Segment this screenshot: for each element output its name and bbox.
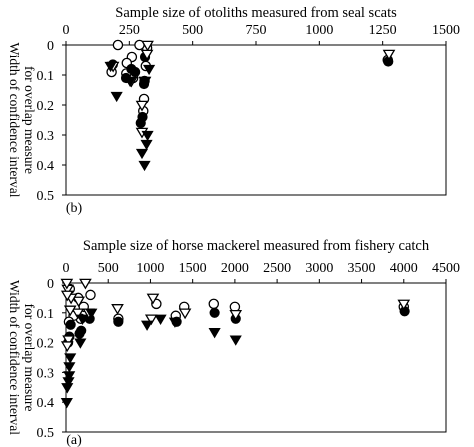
x-tick-label: 500: [98, 261, 119, 276]
data-point-filled-triangle-3-9: [63, 362, 76, 373]
panel-b: 0 250 500 750 1000 1250 1500 0 0.1 0.2 0.3 0.4 0.5 Sa…: [7, 5, 460, 216]
x-tick-label: 2500: [263, 261, 291, 276]
data-point-filled-circle-1-5: [126, 63, 137, 75]
y-tick-label: 0.4: [37, 396, 55, 411]
x-axis-title: Sample size of horse mackerel measured f…: [83, 238, 430, 254]
data-point-filled-triangle-3-1: [138, 76, 151, 88]
data-point-filled-triangle-3-10: [63, 371, 76, 382]
x-tick-label: 3000: [305, 261, 333, 276]
data-point-open-circle-0-2: [208, 298, 220, 310]
y-tick-label: 0.1: [37, 69, 55, 84]
y-tick-label: 0.3: [37, 366, 55, 381]
x-tick-label: 1500: [179, 261, 207, 276]
data-point-open-triangle-2-5: [111, 304, 124, 315]
y-tick-label: 0.2: [37, 99, 55, 114]
data-point-filled-triangle-3-7: [74, 338, 87, 349]
data-point-open-triangle-2-14: [60, 290, 74, 302]
data-point-open-triangle-2-9: [71, 308, 85, 320]
x-tick-label: 1000: [136, 261, 164, 276]
data-point-open-circle-0-10: [112, 39, 124, 51]
data-point-open-triangle-2-7: [382, 49, 396, 61]
data-point-open-triangle-2-8: [72, 296, 86, 308]
data-point-open-triangle-2-3: [135, 100, 149, 112]
data-point-filled-triangle-3-13: [60, 398, 73, 409]
data-point-filled-triangle-3-7: [124, 76, 137, 88]
y-axis-title-line-1: Width of confidence interval: [7, 42, 22, 197]
y-tick-label: 0: [47, 277, 54, 292]
data-point-filled-circle-1-4: [113, 316, 124, 327]
x-axis-title: Sample size of otoliths measured from se…: [115, 5, 397, 21]
data-point-filled-triangle-3-4: [140, 320, 154, 331]
data-point-filled-triangle-3-2: [168, 317, 182, 328]
data-point-open-triangle-2-11: [63, 305, 77, 317]
x-tick-label: 4500: [432, 261, 460, 276]
data-point-filled-triangle-3-5: [138, 160, 151, 172]
y-tick-label: 0: [47, 39, 54, 54]
data-point-filled-triangle-3-1: [208, 328, 221, 339]
y-tick-label: 0.4: [37, 159, 55, 174]
data-point-open-triangle-2-12: [62, 335, 75, 347]
x-tick-label: 500: [182, 23, 203, 38]
data-point-filled-triangle-3-6: [110, 91, 123, 103]
data-point-filled-triangle-3-3: [140, 139, 153, 151]
data-point-filled-circle-1-7: [74, 328, 85, 339]
x-tick-label: 0: [63, 261, 70, 276]
y-tick-label: 0.3: [37, 129, 55, 144]
y-axis-title-line-2: for overlap measure: [22, 66, 37, 174]
data-point-filled-triangle-3-11: [62, 377, 75, 388]
data-point-open-triangle-2-1: [140, 49, 154, 61]
data-point-open-triangle-2-15: [60, 341, 74, 353]
x-tick-label: 1250: [369, 23, 397, 38]
y-tick-label: 0.5: [37, 426, 55, 441]
data-point-filled-triangle-3-8: [64, 353, 77, 364]
y-tick-label: 0.1: [37, 307, 55, 322]
data-point-filled-triangle-3-0: [143, 64, 156, 76]
data-point-filled-triangle-3-6: [76, 314, 89, 325]
y-tick-label: 0.5: [37, 189, 55, 204]
data-point-filled-circle-1-2: [209, 307, 220, 318]
data-point-filled-triangle-3-8: [104, 61, 117, 73]
x-tick-label: 750: [246, 23, 267, 38]
x-tick-label: 250: [119, 23, 140, 38]
data-point-open-triangle-2-2: [178, 308, 192, 320]
data-point-filled-triangle-3-5: [85, 308, 98, 319]
x-tick-label: 2000: [221, 261, 249, 276]
mirrored-figure: 0 250 500 750 1000 1250 1500 0 0.1 0.2 0.3 0.4 0.5 Sa…: [7, 5, 460, 447]
data-point-open-circle-0-7: [85, 289, 96, 301]
panel-label: (b): [66, 201, 83, 216]
data-point-open-triangle-2-0: [141, 40, 154, 52]
data-point-filled-triangle-3-0: [229, 335, 242, 346]
data-point-open-triangle-2-16: [60, 278, 74, 290]
data-point-open-triangle-2-7: [79, 278, 92, 290]
data-point-open-triangle-2-0: [397, 299, 411, 311]
data-point-filled-triangle-3-2: [141, 130, 154, 142]
data-point-open-triangle-2-3: [146, 293, 160, 305]
data-point-filled-triangle-3-4: [135, 148, 149, 160]
data-point-open-triangle-2-1: [229, 309, 243, 321]
x-tick-label: 4000: [390, 261, 418, 276]
x-tick-label: 3500: [348, 261, 376, 276]
y-axis-title-line-2: for overlap measure: [22, 304, 37, 412]
data-point-open-triangle-2-4: [144, 314, 158, 326]
plot-frame: [65, 44, 447, 196]
data-point-filled-triangle-3-12: [61, 383, 74, 394]
data-point-filled-circle-1-8: [65, 319, 76, 330]
y-tick-label: 0.2: [37, 337, 55, 352]
data-point-filled-triangle-3-3: [154, 314, 167, 325]
panel-a: 0 500 1000 1500 2000 2500 3000 3500 4000 4500 0 0.1…: [7, 238, 460, 447]
plot-frame: [65, 282, 447, 433]
x-tick-label: 1000: [305, 23, 333, 38]
x-tick-label: 0: [63, 23, 70, 38]
x-tick-label: 1500: [432, 23, 460, 38]
y-axis-title-line-1: Width of confidence interval: [7, 280, 22, 435]
data-point-filled-circle-1-3: [135, 117, 146, 129]
panel-label: (a): [66, 433, 82, 447]
